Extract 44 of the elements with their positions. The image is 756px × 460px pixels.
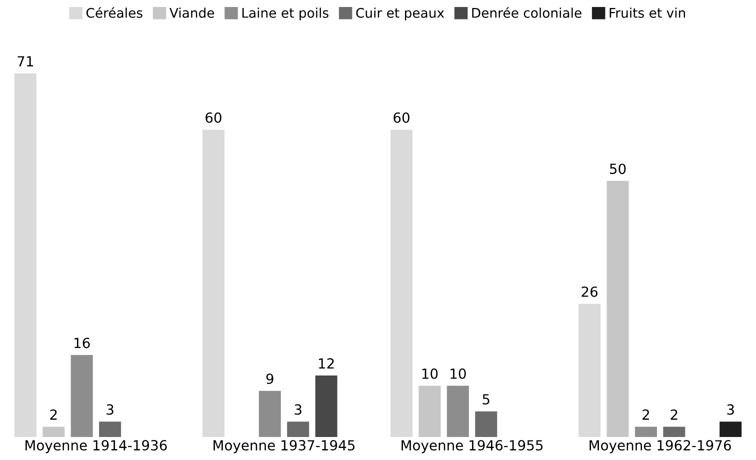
legend-label: Denrée coloniale (472, 7, 582, 18)
bar (475, 411, 498, 437)
legend-label: Laine et poils (242, 8, 328, 20)
legend-label: Viande (170, 8, 214, 18)
legend-label: Céréales (86, 7, 142, 18)
bar (446, 386, 469, 437)
data-label: 3 (727, 404, 734, 415)
bar (418, 386, 441, 437)
data-label: 10 (450, 368, 466, 379)
data-label: 2 (670, 409, 678, 420)
bar (315, 376, 338, 437)
bar (202, 130, 224, 437)
data-label: 5 (482, 394, 490, 405)
data-label: 3 (294, 404, 302, 415)
data-label: 60 (206, 112, 222, 123)
data-label: 26 (582, 286, 598, 297)
bar (70, 355, 93, 437)
data-label: 3 (106, 404, 114, 415)
bar (42, 426, 65, 437)
x-tick-label: Moyenne 1946-1955 (402, 440, 543, 454)
data-label: 71 (18, 56, 33, 66)
data-label: 2 (642, 409, 649, 420)
bar (578, 304, 601, 437)
data-label: 9 (266, 374, 274, 384)
bar (720, 422, 742, 437)
x-tick-label: Moyenne 1937-1945 (214, 440, 355, 454)
data-label: 50 (610, 164, 626, 174)
data-label: 16 (74, 338, 90, 348)
data-label: 2 (50, 409, 57, 420)
x-tick-label: Moyenne 1962-1976 (590, 440, 731, 454)
bar (606, 180, 629, 437)
bar (287, 422, 310, 437)
bar (634, 426, 657, 437)
x-tick-label: Moyenne 1914-1936 (26, 440, 167, 454)
bar (99, 422, 122, 437)
bar (258, 390, 281, 437)
legend-label: Fruits et vin (610, 8, 686, 18)
bar (390, 130, 413, 437)
data-label: 10 (422, 368, 438, 379)
bar (14, 73, 36, 437)
legend-label: Cuir et peaux (356, 8, 444, 20)
data-label: 60 (394, 112, 410, 123)
data-label: 12 (318, 358, 334, 368)
bar (663, 426, 686, 437)
